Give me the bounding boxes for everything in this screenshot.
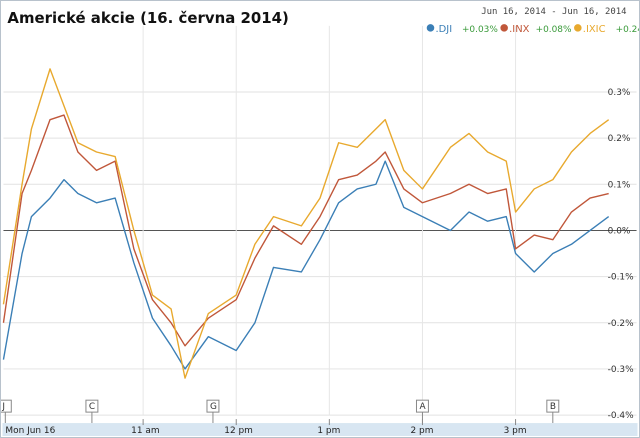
x-axis-band: [2, 423, 638, 437]
y-tick-label: 0.2%: [608, 134, 631, 144]
series-line-ixic: [2, 68, 610, 379]
y-tick-label: -0.4%: [608, 411, 634, 421]
y-tick-label: 0.0%: [608, 226, 631, 236]
x-tick-label: 2 pm: [411, 426, 434, 436]
grid: [3, 25, 637, 416]
date-range: Jun 16, 2014 - Jun 16, 2014: [481, 7, 626, 17]
legend-dot: [574, 24, 582, 32]
x-tick-label: 12 pm: [224, 426, 253, 436]
flag-box: [546, 399, 560, 413]
chart-title: Americké akcie (16. června 2014): [7, 9, 288, 27]
flag-box: [415, 399, 429, 413]
y-tick-label: -0.3%: [608, 365, 634, 375]
flag-box: [85, 399, 99, 413]
y-tick-label: 0.1%: [608, 180, 631, 190]
flag-label: G: [210, 402, 217, 412]
y-axis: 0.3% 0.2% 0.1% 0.0% -0.1% -0.2% -0.3% -0.4%: [608, 88, 634, 421]
y-tick-label: -0.1%: [608, 273, 634, 283]
legend-change: +0.03%: [462, 25, 498, 35]
x-axis: Mon Jun 16 11 am 12 pm 1 pm 2 pm 3 pm: [2, 419, 638, 437]
flag-label: J: [1, 402, 5, 412]
flag-box: [1, 399, 12, 413]
x-tick-label: 3 pm: [504, 426, 527, 436]
legend-series-name: .DJI: [435, 24, 452, 35]
flag-label: A: [419, 402, 426, 412]
y-tick-label: -0.2%: [608, 319, 634, 329]
series-line-dji: [2, 160, 610, 370]
x-tick-label: 11 am: [131, 426, 159, 436]
legend-dot: [426, 24, 435, 32]
series-lines: [2, 68, 610, 379]
x-tick-label: Mon Jun 16: [5, 426, 55, 436]
flag-label: C: [89, 402, 95, 412]
legend-series-name: .INX: [509, 24, 530, 35]
legend-change: +0.08%: [536, 25, 572, 35]
series-line-inx: [2, 114, 609, 347]
legend: .DJI +0.03% .INX +0.08% .IXIC +0.24%: [426, 24, 640, 35]
legend-series-name: .IXIC: [583, 24, 606, 35]
legend-dot: [500, 24, 508, 32]
x-tick-label: 1 pm: [317, 426, 340, 436]
flag-label: B: [550, 402, 556, 412]
flag-box: [206, 399, 220, 413]
y-tick-label: 0.3%: [608, 88, 631, 98]
legend-change: +0.24%: [616, 25, 640, 35]
